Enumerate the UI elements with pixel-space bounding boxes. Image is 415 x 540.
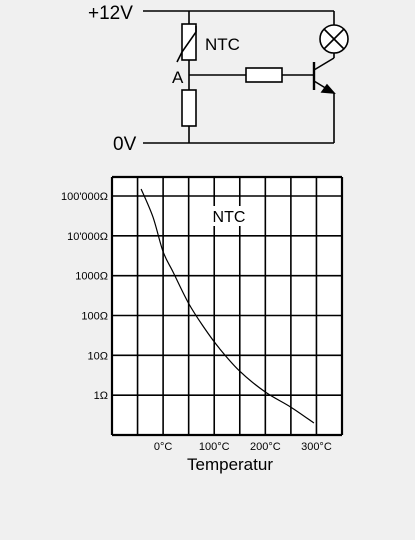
- annotation-backdrop: [207, 206, 251, 226]
- ntc-label: NTC: [205, 35, 240, 54]
- chart-annotation-ntc: NTC: [213, 209, 246, 226]
- x-axis-tick-labels: 0°C 100°C 200°C 300°C: [154, 441, 332, 453]
- ntc-curve: [140, 188, 315, 424]
- emitter-arrow: [320, 83, 336, 94]
- x-tick-label: 200°C: [250, 441, 281, 453]
- x-tick-label: 100°C: [199, 441, 230, 453]
- x-tick-label: 0°C: [154, 441, 173, 453]
- y-tick-label: 10'000Ω: [67, 231, 108, 243]
- series-resistor: [245, 67, 283, 83]
- x-axis-label: Temperatur: [187, 455, 273, 474]
- transistor-collector: [313, 57, 335, 71]
- circuit-schematic: [143, 10, 349, 144]
- y-tick-label: 100Ω: [81, 311, 108, 323]
- ntc-chart: 1Ω 10Ω 100Ω 1000Ω 10'000Ω 100'000Ω 0°C 100°C 20…: [61, 175, 344, 474]
- supply-label: +12V: [88, 3, 133, 24]
- lamp-cross-b: [323, 28, 345, 50]
- x-tick-label: 300°C: [301, 441, 332, 453]
- ntc-thermistor-arrow: [176, 26, 197, 63]
- y-tick-label: 1000Ω: [75, 271, 108, 283]
- y-tick-label: 100'000Ω: [61, 191, 108, 203]
- ground-label: 0V: [113, 134, 137, 155]
- chart-grid: [110, 175, 344, 437]
- y-tick-label: 1Ω: [94, 390, 108, 402]
- base-resistor-lower: [181, 89, 197, 127]
- node-a-label: A: [172, 68, 184, 87]
- y-tick-label: 10Ω: [88, 350, 108, 362]
- y-axis-tick-labels: 1Ω 10Ω 100Ω 1000Ω 10'000Ω 100'000Ω: [61, 191, 108, 402]
